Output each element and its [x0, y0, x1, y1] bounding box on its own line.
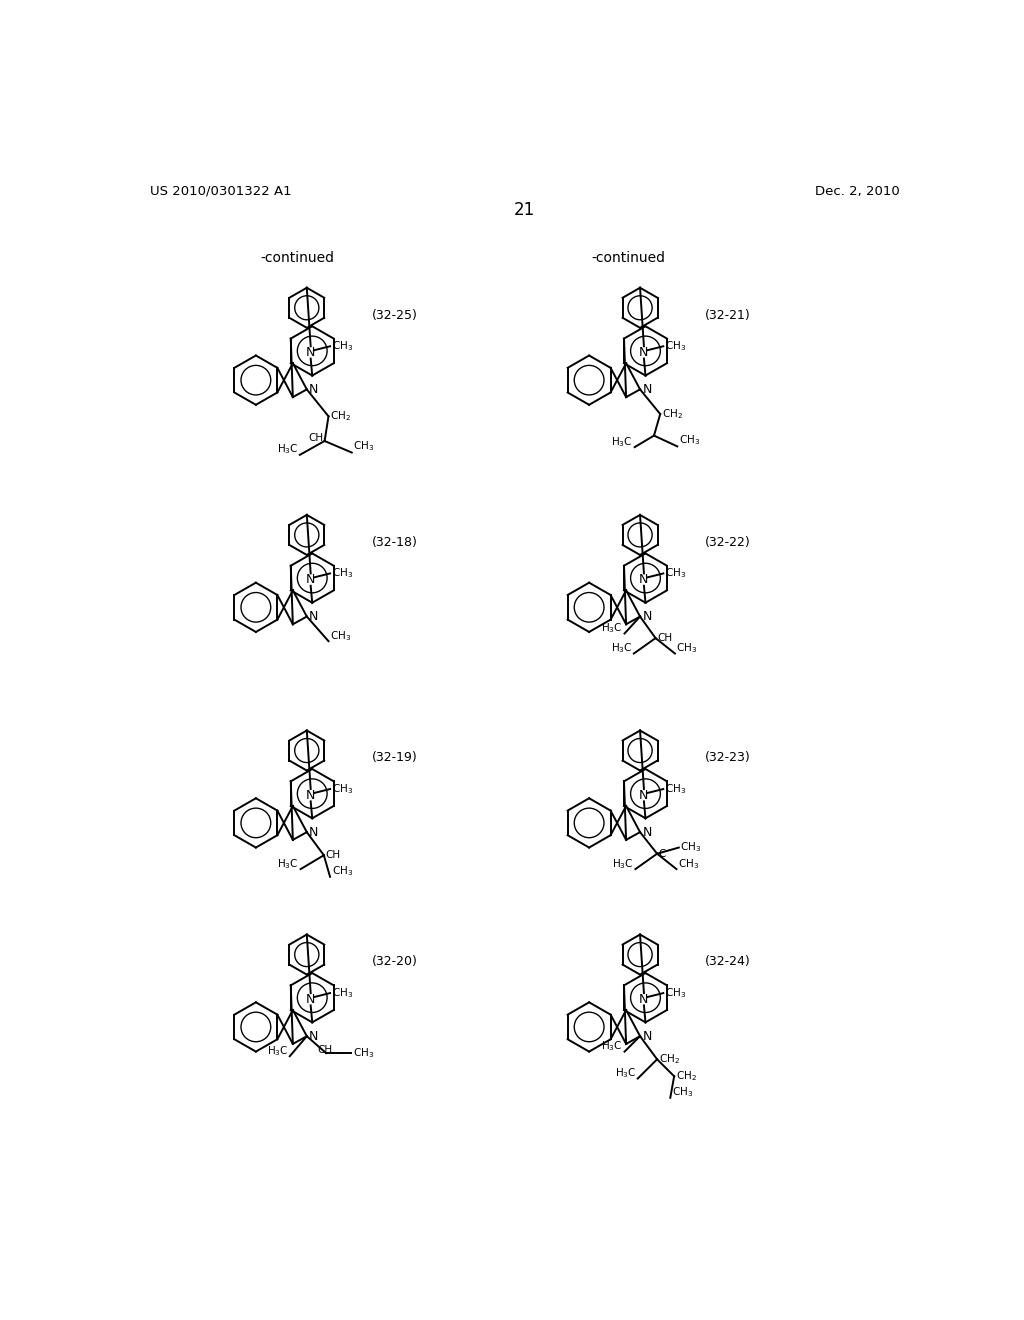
- Text: CH$_3$: CH$_3$: [352, 1047, 374, 1060]
- Text: N: N: [306, 788, 315, 801]
- Text: CH$_3$: CH$_3$: [665, 783, 686, 796]
- Text: N: N: [309, 825, 318, 838]
- Text: N: N: [309, 1030, 318, 1043]
- Text: H$_3$C: H$_3$C: [610, 436, 632, 449]
- Text: CH$_3$: CH$_3$: [680, 841, 701, 854]
- Text: CH$_3$: CH$_3$: [665, 339, 686, 354]
- Text: CH$_3$: CH$_3$: [332, 566, 353, 581]
- Text: H$_3$C: H$_3$C: [612, 857, 634, 871]
- Text: CH$_2$: CH$_2$: [662, 407, 683, 421]
- Text: H$_3$C: H$_3$C: [601, 1039, 623, 1053]
- Text: (32-20): (32-20): [372, 956, 418, 969]
- Text: CH$_3$: CH$_3$: [679, 433, 700, 447]
- Text: N: N: [306, 993, 315, 1006]
- Text: N: N: [642, 610, 651, 623]
- Text: CH: CH: [657, 634, 672, 643]
- Text: N: N: [309, 610, 318, 623]
- Text: N: N: [306, 573, 315, 586]
- Text: N: N: [642, 383, 651, 396]
- Text: CH: CH: [326, 850, 341, 861]
- Text: CH$_3$: CH$_3$: [332, 986, 353, 1001]
- Text: H$_3$C: H$_3$C: [266, 1044, 288, 1057]
- Text: N: N: [309, 383, 318, 396]
- Text: (32-21): (32-21): [706, 309, 752, 322]
- Text: CH$_3$: CH$_3$: [665, 566, 686, 581]
- Text: (32-22): (32-22): [706, 536, 752, 549]
- Text: N: N: [639, 346, 648, 359]
- Text: H$_3$C: H$_3$C: [276, 442, 298, 457]
- Text: N: N: [642, 1030, 651, 1043]
- Text: C: C: [658, 849, 666, 859]
- Text: N: N: [306, 346, 315, 359]
- Text: CH$_3$: CH$_3$: [332, 783, 353, 796]
- Text: (32-25): (32-25): [372, 309, 418, 322]
- Text: CH$_3$: CH$_3$: [332, 865, 353, 878]
- Text: (32-18): (32-18): [372, 536, 418, 549]
- Text: -continued: -continued: [591, 251, 665, 265]
- Text: CH$_2$: CH$_2$: [658, 1052, 680, 1067]
- Text: CH$_3$: CH$_3$: [678, 857, 699, 871]
- Text: CH$_2$: CH$_2$: [676, 1069, 696, 1084]
- Text: N: N: [642, 825, 651, 838]
- Text: H$_3$C: H$_3$C: [278, 857, 299, 871]
- Text: H$_3$C: H$_3$C: [601, 622, 623, 635]
- Text: CH: CH: [317, 1044, 332, 1055]
- Text: CH$_3$: CH$_3$: [665, 986, 686, 1001]
- Text: Dec. 2, 2010: Dec. 2, 2010: [815, 185, 900, 198]
- Text: CH: CH: [308, 433, 324, 442]
- Text: H$_3$C: H$_3$C: [614, 1067, 636, 1080]
- Text: CH$_2$: CH$_2$: [330, 409, 351, 424]
- Text: (32-23): (32-23): [706, 751, 752, 764]
- Text: CH$_3$: CH$_3$: [672, 1085, 693, 1100]
- Text: (32-24): (32-24): [706, 956, 752, 969]
- Text: 21: 21: [514, 201, 536, 219]
- Text: CH$_3$: CH$_3$: [677, 642, 697, 655]
- Text: N: N: [639, 993, 648, 1006]
- Text: CH$_3$: CH$_3$: [332, 339, 353, 354]
- Text: CH$_3$: CH$_3$: [330, 628, 351, 643]
- Text: US 2010/0301322 A1: US 2010/0301322 A1: [150, 185, 291, 198]
- Text: -continued: -continued: [260, 251, 334, 265]
- Text: N: N: [639, 573, 648, 586]
- Text: (32-19): (32-19): [372, 751, 418, 764]
- Text: H$_3$C: H$_3$C: [610, 642, 632, 655]
- Text: CH$_3$: CH$_3$: [353, 440, 375, 453]
- Text: N: N: [639, 788, 648, 801]
